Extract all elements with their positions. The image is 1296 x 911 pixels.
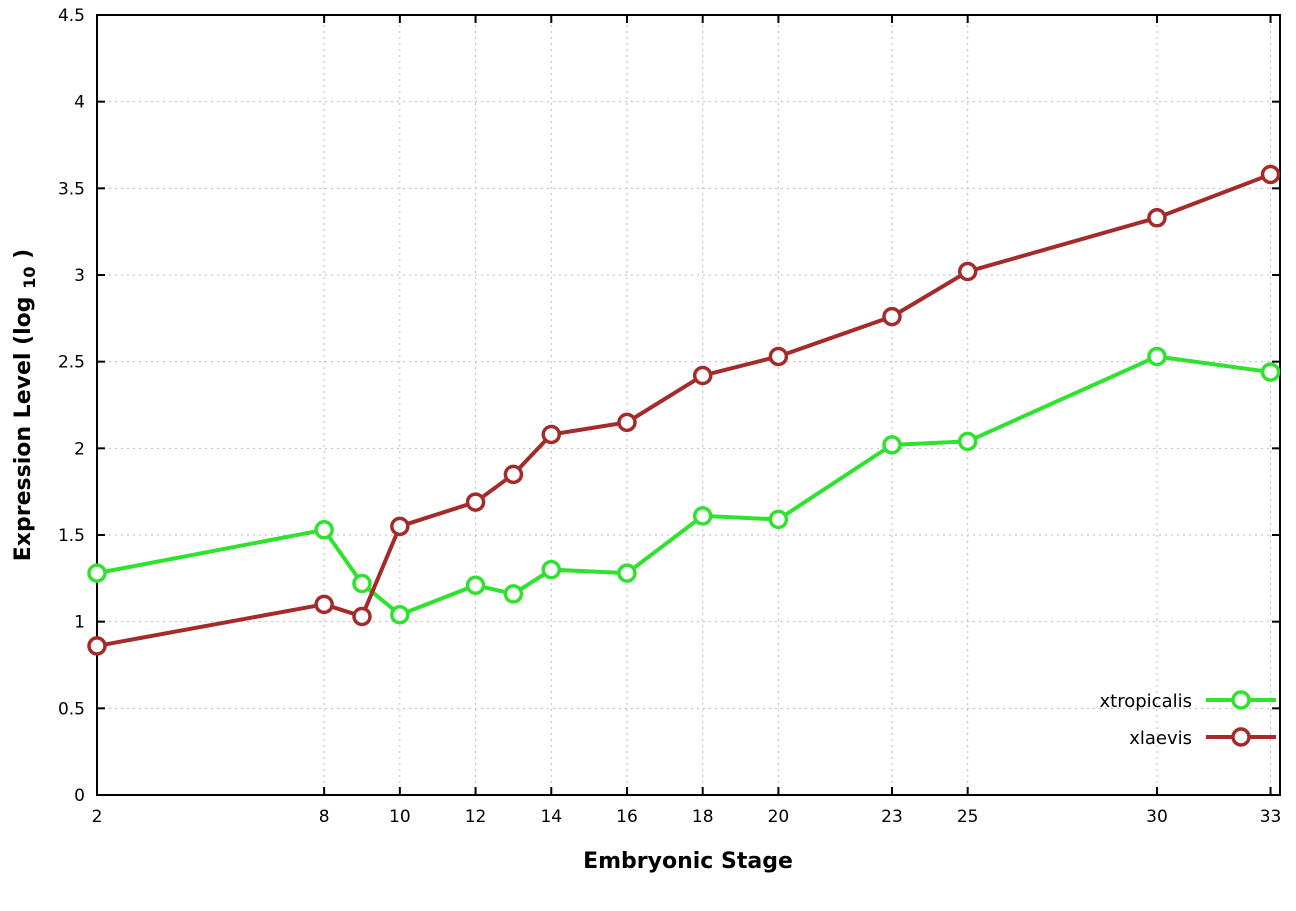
- y-tick-label: 4: [74, 93, 85, 113]
- data-point-xlaevis: [692, 365, 713, 386]
- data-point-xlaevis: [768, 346, 789, 367]
- y-axis-title-suffix: ): [11, 249, 36, 259]
- data-point-xlaevis: [503, 464, 524, 485]
- y-tick-label: 1.5: [58, 526, 85, 546]
- legend-marker-xlaevis: [1231, 727, 1251, 747]
- plot-border-rect: [96, 14, 1281, 796]
- data-point-xlaevis: [617, 412, 637, 433]
- x-tick-label: 20: [768, 807, 790, 827]
- data-point-xtropicalis: [503, 584, 524, 604]
- legend-label-xtropicalis: xtropicalis: [1100, 691, 1192, 712]
- data-point-xtropicalis: [692, 506, 713, 526]
- data-point-xtropicalis: [957, 431, 978, 452]
- x-tick-label: 25: [957, 807, 979, 827]
- data-point-xlaevis: [314, 594, 334, 615]
- grid-lines: [96, 14, 1280, 796]
- x-tick-label: 16: [616, 807, 638, 827]
- data-point-xlaevis: [465, 492, 486, 512]
- data-point-xtropicalis: [314, 520, 334, 540]
- data-point-xtropicalis: [882, 435, 902, 455]
- axis-tick-marks: [96, 14, 1280, 796]
- series-line-xlaevis: [95, 172, 1273, 648]
- x-axis-title: Embryonic Stage: [583, 849, 793, 874]
- data-point-xtropicalis: [541, 559, 562, 580]
- x-tick-label: 8: [319, 807, 330, 827]
- y-tick-label: 0: [74, 786, 85, 806]
- data-point-xlaevis: [390, 516, 410, 537]
- data-point-xtropicalis: [768, 509, 789, 530]
- legend-marker-xtropicalis: [1231, 690, 1251, 710]
- x-tick-labels: 2 8 10 12 14 16 18 20 23 25 30 33: [92, 807, 1282, 827]
- data-point-xtropicalis: [1260, 362, 1281, 382]
- x-tick-label: 14: [540, 807, 562, 827]
- data-point-xlaevis: [1147, 208, 1167, 228]
- data-point-xtropicalis: [390, 604, 410, 625]
- y-tick-label: 3.5: [58, 179, 85, 199]
- y-tick-label: 3: [74, 266, 85, 286]
- y-axis-title-subscript: 10: [20, 267, 39, 289]
- legend-label-xlaevis: xlaevis: [1129, 728, 1192, 749]
- y-tick-label: 0.5: [58, 699, 85, 719]
- legend: xtropicalis xlaevis: [1100, 690, 1276, 749]
- x-tick-label: 10: [389, 807, 411, 827]
- data-point-xlaevis: [541, 424, 562, 445]
- data-point-xlaevis: [1260, 164, 1281, 185]
- x-tick-label: 2: [92, 807, 103, 827]
- data-series: [87, 164, 1281, 656]
- x-tick-label: 12: [465, 807, 487, 827]
- data-point-xtropicalis: [352, 573, 372, 594]
- data-point-xlaevis: [957, 261, 978, 282]
- data-point-xtropicalis: [1147, 346, 1167, 367]
- y-tick-label: 1: [74, 613, 85, 633]
- data-point-xlaevis: [352, 606, 372, 627]
- data-point-xtropicalis: [465, 575, 486, 596]
- data-point-xlaevis: [882, 306, 902, 327]
- data-point-xtropicalis: [87, 563, 107, 583]
- x-tick-label: 23: [881, 807, 903, 827]
- x-tick-label: 33: [1260, 807, 1282, 827]
- y-tick-label: 2: [74, 439, 85, 459]
- y-axis-title-prefix: Expression Level (log: [11, 296, 36, 561]
- y-tick-label: 4.5: [58, 6, 85, 26]
- x-tick-label: 18: [692, 807, 714, 827]
- y-tick-label: 2.5: [58, 353, 85, 373]
- data-point-xtropicalis: [617, 563, 637, 583]
- data-point-xlaevis: [87, 636, 107, 656]
- series-line-xtropicalis: [95, 354, 1273, 617]
- x-tick-label: 30: [1146, 807, 1168, 827]
- plot-border: [96, 14, 1281, 796]
- y-axis-title: Expression Level (log 10 ): [11, 249, 41, 561]
- y-tick-labels: 0 0.5 1 1.5 2 2.5 3 3.5 4 4.5: [58, 6, 85, 806]
